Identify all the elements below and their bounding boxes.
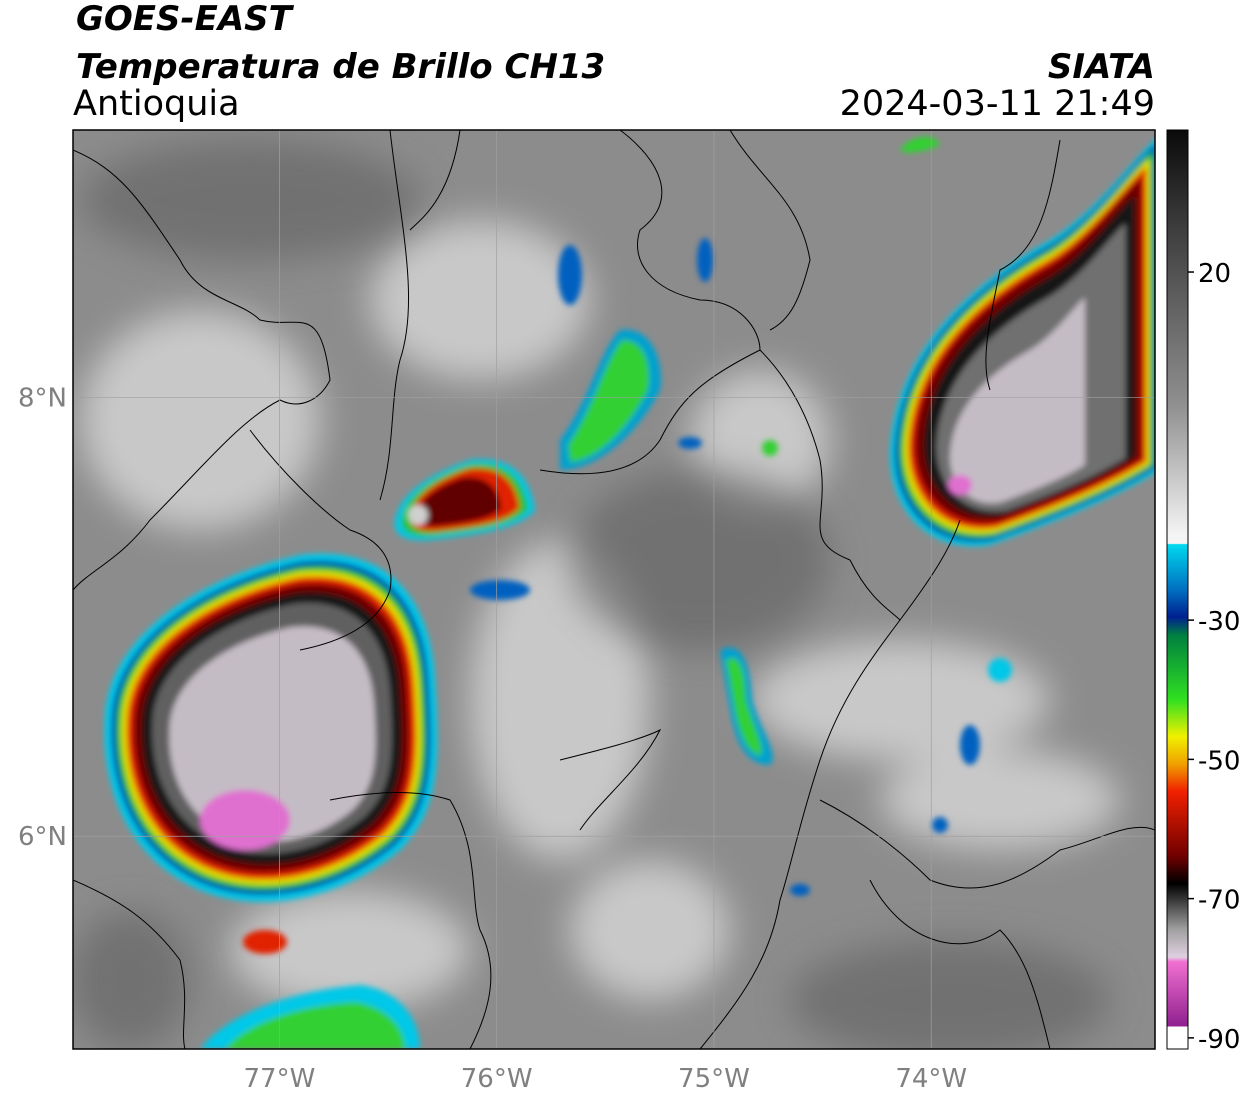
colorbar xyxy=(1166,129,1189,1050)
title-agency: SIATA xyxy=(1048,47,1155,87)
lon-tick-label: 76°W xyxy=(461,1064,533,1094)
map-frame xyxy=(72,129,1156,1050)
colorbar-tick-label: -90 xyxy=(1198,1025,1240,1055)
lat-tick-label: 6°N xyxy=(18,822,67,852)
lat-tick-label: 8°N xyxy=(18,384,67,414)
title-product: Temperatura de Brillo CH13 xyxy=(76,47,605,87)
title-source: GOES-EAST xyxy=(76,0,295,39)
title-region: Antioquia xyxy=(73,84,240,124)
satellite-image xyxy=(73,130,1155,1049)
borders xyxy=(73,130,1155,1049)
colorbar-tick-label: -50 xyxy=(1198,746,1240,776)
lon-tick-label: 74°W xyxy=(895,1064,967,1094)
colorbar-tick-label: -30 xyxy=(1198,607,1240,637)
lon-tick-label: 77°W xyxy=(244,1064,316,1094)
title-datetime: 2024-03-11 21:49 xyxy=(840,84,1155,124)
colorbar-tick-label: -70 xyxy=(1198,886,1240,916)
graticule xyxy=(73,130,1155,1049)
lon-tick-label: 75°W xyxy=(678,1064,750,1094)
colorbar-tick-label: 20 xyxy=(1198,259,1231,289)
